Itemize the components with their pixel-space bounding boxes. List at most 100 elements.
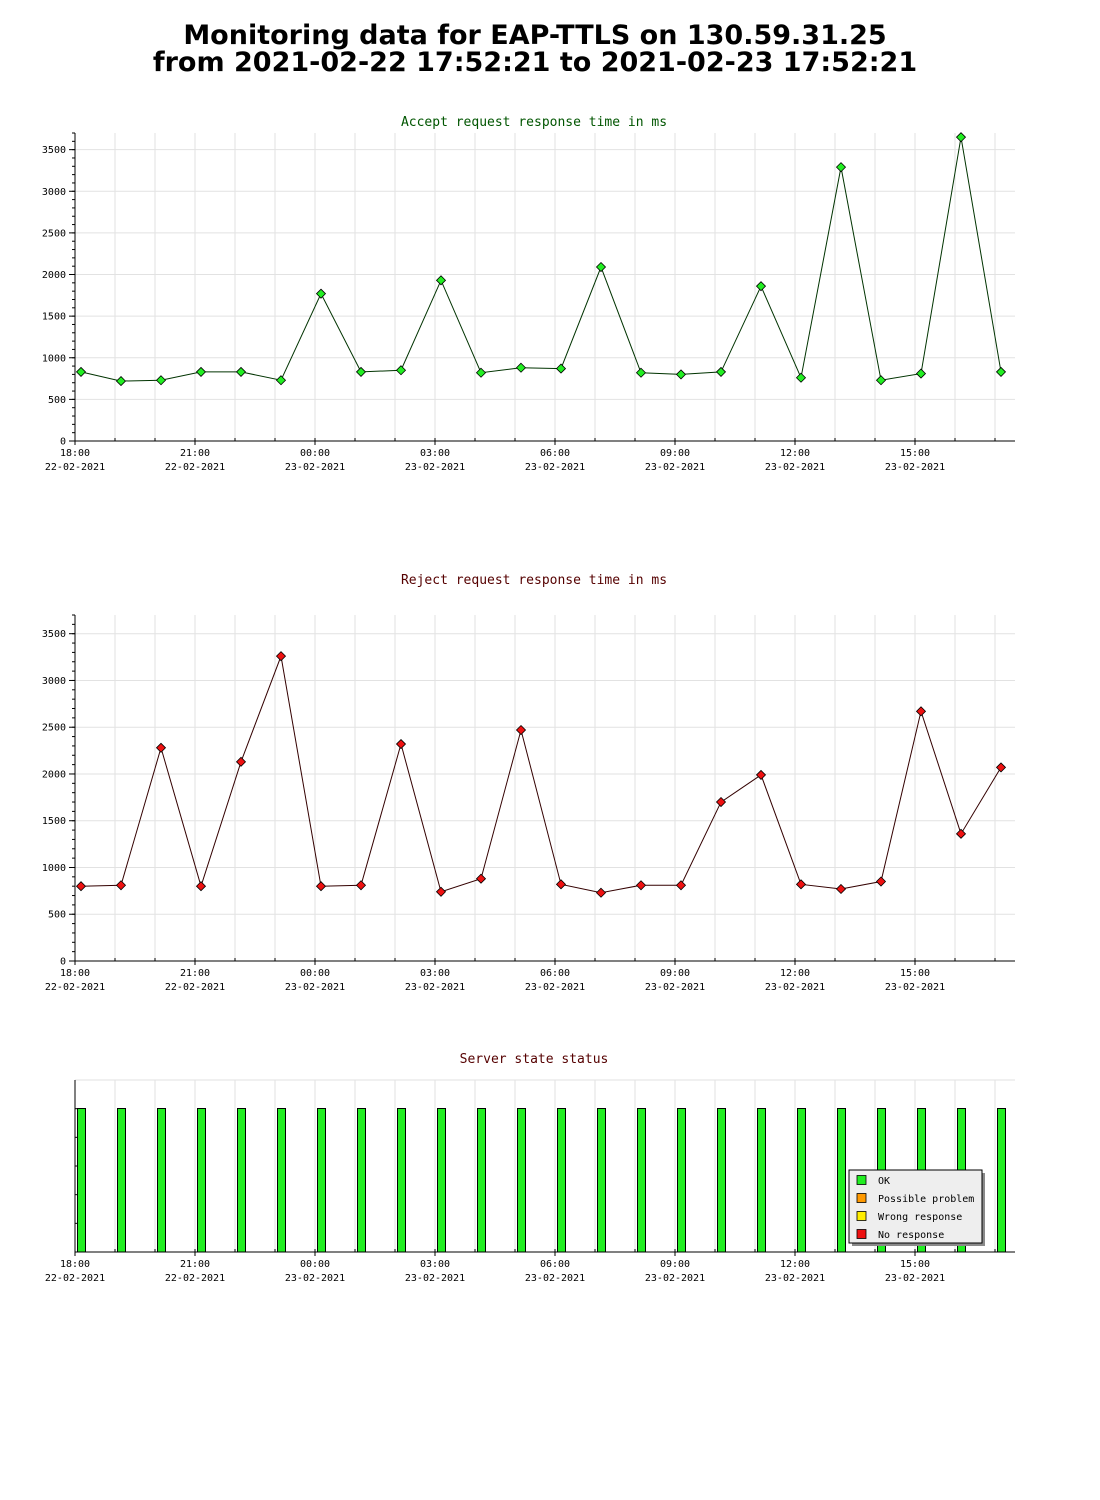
data-point (995, 762, 1007, 773)
data-point (515, 724, 527, 736)
y-tick-label: 3500 (42, 629, 66, 640)
data-point (395, 738, 407, 750)
status-bar (117, 1108, 126, 1253)
legend-swatch (856, 1211, 867, 1221)
y-tick-label: 1500 (42, 312, 66, 323)
data-point (275, 651, 287, 662)
data-point (955, 828, 967, 839)
data-point (235, 756, 247, 767)
x-tick-label-time: 06:00 (540, 968, 570, 979)
status-bar (77, 1108, 86, 1253)
x-tick-label-date: 23-02-2021 (885, 1273, 945, 1284)
x-tick-label-time: 18:00 (60, 448, 90, 459)
data-point (595, 887, 607, 898)
data-point (315, 288, 327, 299)
status-bar (557, 1108, 566, 1253)
legend-swatch (856, 1193, 867, 1203)
y-tick-label: 2500 (42, 723, 66, 734)
x-tick-label-time: 03:00 (420, 1259, 450, 1270)
status-bar (597, 1108, 606, 1253)
data-point (115, 880, 127, 891)
status-bar (517, 1108, 526, 1253)
x-tick-label-time: 15:00 (900, 968, 930, 979)
status-bar (237, 1108, 246, 1253)
data-point (435, 886, 447, 897)
data-point (475, 873, 487, 884)
data-point (235, 366, 247, 377)
x-tick-label-date: 23-02-2021 (765, 1273, 825, 1284)
data-point (715, 796, 727, 808)
data-point (395, 365, 407, 376)
data-point (915, 706, 927, 717)
page-title-line-1: Monitoring data for EAP-TTLS on 130.59.3… (183, 20, 887, 51)
data-point (795, 879, 807, 890)
x-tick-label-date: 23-02-2021 (525, 462, 585, 473)
data-point (635, 880, 647, 891)
x-tick-label-date: 23-02-2021 (405, 982, 465, 993)
data-point (115, 375, 127, 387)
y-tick-label: 1000 (42, 353, 66, 364)
status-bar (477, 1108, 486, 1253)
legend-label: Wrong response (878, 1212, 962, 1223)
x-tick-label-time: 09:00 (660, 448, 690, 459)
x-tick-label-time: 06:00 (540, 448, 570, 459)
data-point (755, 769, 767, 780)
data-point (555, 363, 567, 374)
y-tick-label: 500 (48, 910, 66, 921)
x-tick-label-time: 12:00 (780, 1259, 810, 1270)
x-tick-label-date: 23-02-2021 (525, 982, 585, 993)
x-tick-label-time: 21:00 (180, 448, 210, 459)
data-point (195, 881, 207, 892)
data-point (635, 367, 647, 378)
data-point (835, 883, 847, 895)
data-point (675, 369, 687, 380)
data-point (915, 368, 927, 379)
x-tick-label-date: 23-02-2021 (765, 462, 825, 473)
x-tick-label-date: 23-02-2021 (645, 1273, 705, 1284)
status-bar (797, 1108, 806, 1253)
x-tick-label-time: 06:00 (540, 1259, 570, 1270)
status-bar (397, 1108, 406, 1253)
y-tick-label: 0 (60, 437, 66, 448)
data-point (195, 366, 207, 377)
status-bar (837, 1108, 846, 1253)
x-tick-label-date: 23-02-2021 (405, 1273, 465, 1284)
data-point (155, 375, 167, 386)
data-point (515, 362, 527, 373)
x-tick-label-date: 22-02-2021 (165, 1273, 225, 1284)
data-point (315, 881, 327, 892)
x-tick-label-time: 12:00 (780, 968, 810, 979)
data-point (595, 261, 607, 273)
y-tick-label: 2500 (42, 228, 66, 239)
legend-label: OK (878, 1176, 890, 1187)
y-tick-label: 3000 (42, 187, 66, 198)
data-point (555, 879, 567, 890)
x-tick-label-date: 22-02-2021 (45, 1273, 105, 1284)
data-point (75, 366, 87, 377)
data-point (355, 880, 367, 891)
data-point (155, 742, 167, 753)
legend-label: No response (878, 1230, 944, 1241)
data-point (475, 367, 487, 378)
x-tick-label-time: 21:00 (180, 1259, 210, 1270)
x-tick-label-time: 18:00 (60, 968, 90, 979)
status-bar (437, 1108, 446, 1253)
y-tick-label: 2000 (42, 270, 66, 281)
data-point (795, 372, 807, 383)
status-bar (717, 1108, 726, 1253)
legend-label: Possible problem (878, 1194, 974, 1205)
status-bar (677, 1108, 686, 1253)
y-tick-label: 1500 (42, 816, 66, 827)
status-bar (757, 1108, 766, 1253)
y-tick-label: 1000 (42, 863, 66, 874)
data-point (275, 375, 287, 386)
x-tick-label-time: 00:00 (300, 448, 330, 459)
x-tick-label-time: 15:00 (900, 448, 930, 459)
data-point (75, 881, 87, 892)
status-bar (317, 1108, 326, 1253)
data-point (875, 876, 887, 887)
x-tick-label-time: 03:00 (420, 448, 450, 459)
x-tick-label-date: 22-02-2021 (165, 462, 225, 473)
chart-title: Reject request response time in ms (401, 573, 667, 588)
